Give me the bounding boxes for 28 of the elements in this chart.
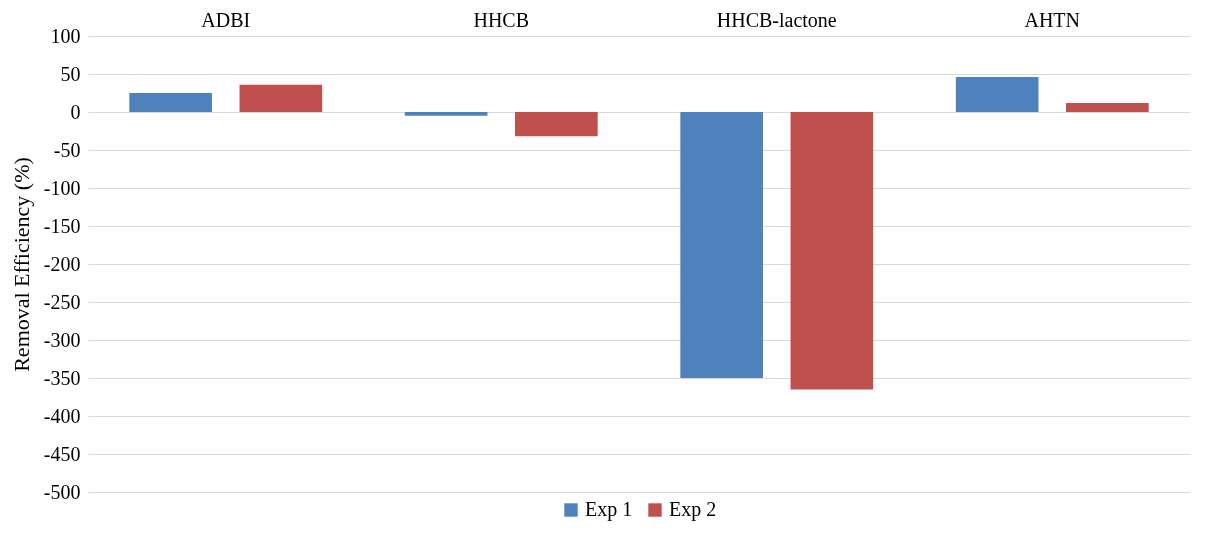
x-tick-label: ADBI [201, 8, 251, 31]
y-tick-label: 100 [50, 24, 81, 47]
x-tick-label: HHCB [473, 8, 530, 31]
y-tick-label: -450 [43, 442, 81, 465]
y-tick-label: -50 [53, 138, 81, 161]
y-tick-label: -250 [43, 290, 81, 313]
y-axis-title: Removal Efficiency (%) [8, 157, 34, 372]
bar [680, 112, 763, 378]
y-tick-label: -200 [43, 252, 81, 275]
legend-label: Exp 1 [585, 498, 633, 521]
y-tick-label: -150 [43, 214, 81, 237]
x-tick-label: HHCB-lactone [716, 8, 837, 31]
bar [239, 84, 323, 112]
y-tick-label: 0 [70, 100, 81, 123]
y-tick-label: -100 [43, 176, 81, 199]
x-tick-label: AHTN [1024, 8, 1081, 31]
y-tick-label: -300 [43, 328, 81, 351]
y-tick-label: -500 [43, 480, 81, 503]
bar [790, 112, 874, 390]
y-tick-label: 50 [60, 62, 81, 85]
bar [515, 112, 598, 137]
legend-label: Exp 2 [669, 498, 717, 521]
y-tick-label: -400 [43, 404, 81, 427]
bar [129, 93, 212, 112]
bar [955, 77, 1039, 112]
y-tick-label: -350 [43, 366, 81, 389]
bar [404, 112, 488, 116]
bar [1066, 102, 1149, 112]
